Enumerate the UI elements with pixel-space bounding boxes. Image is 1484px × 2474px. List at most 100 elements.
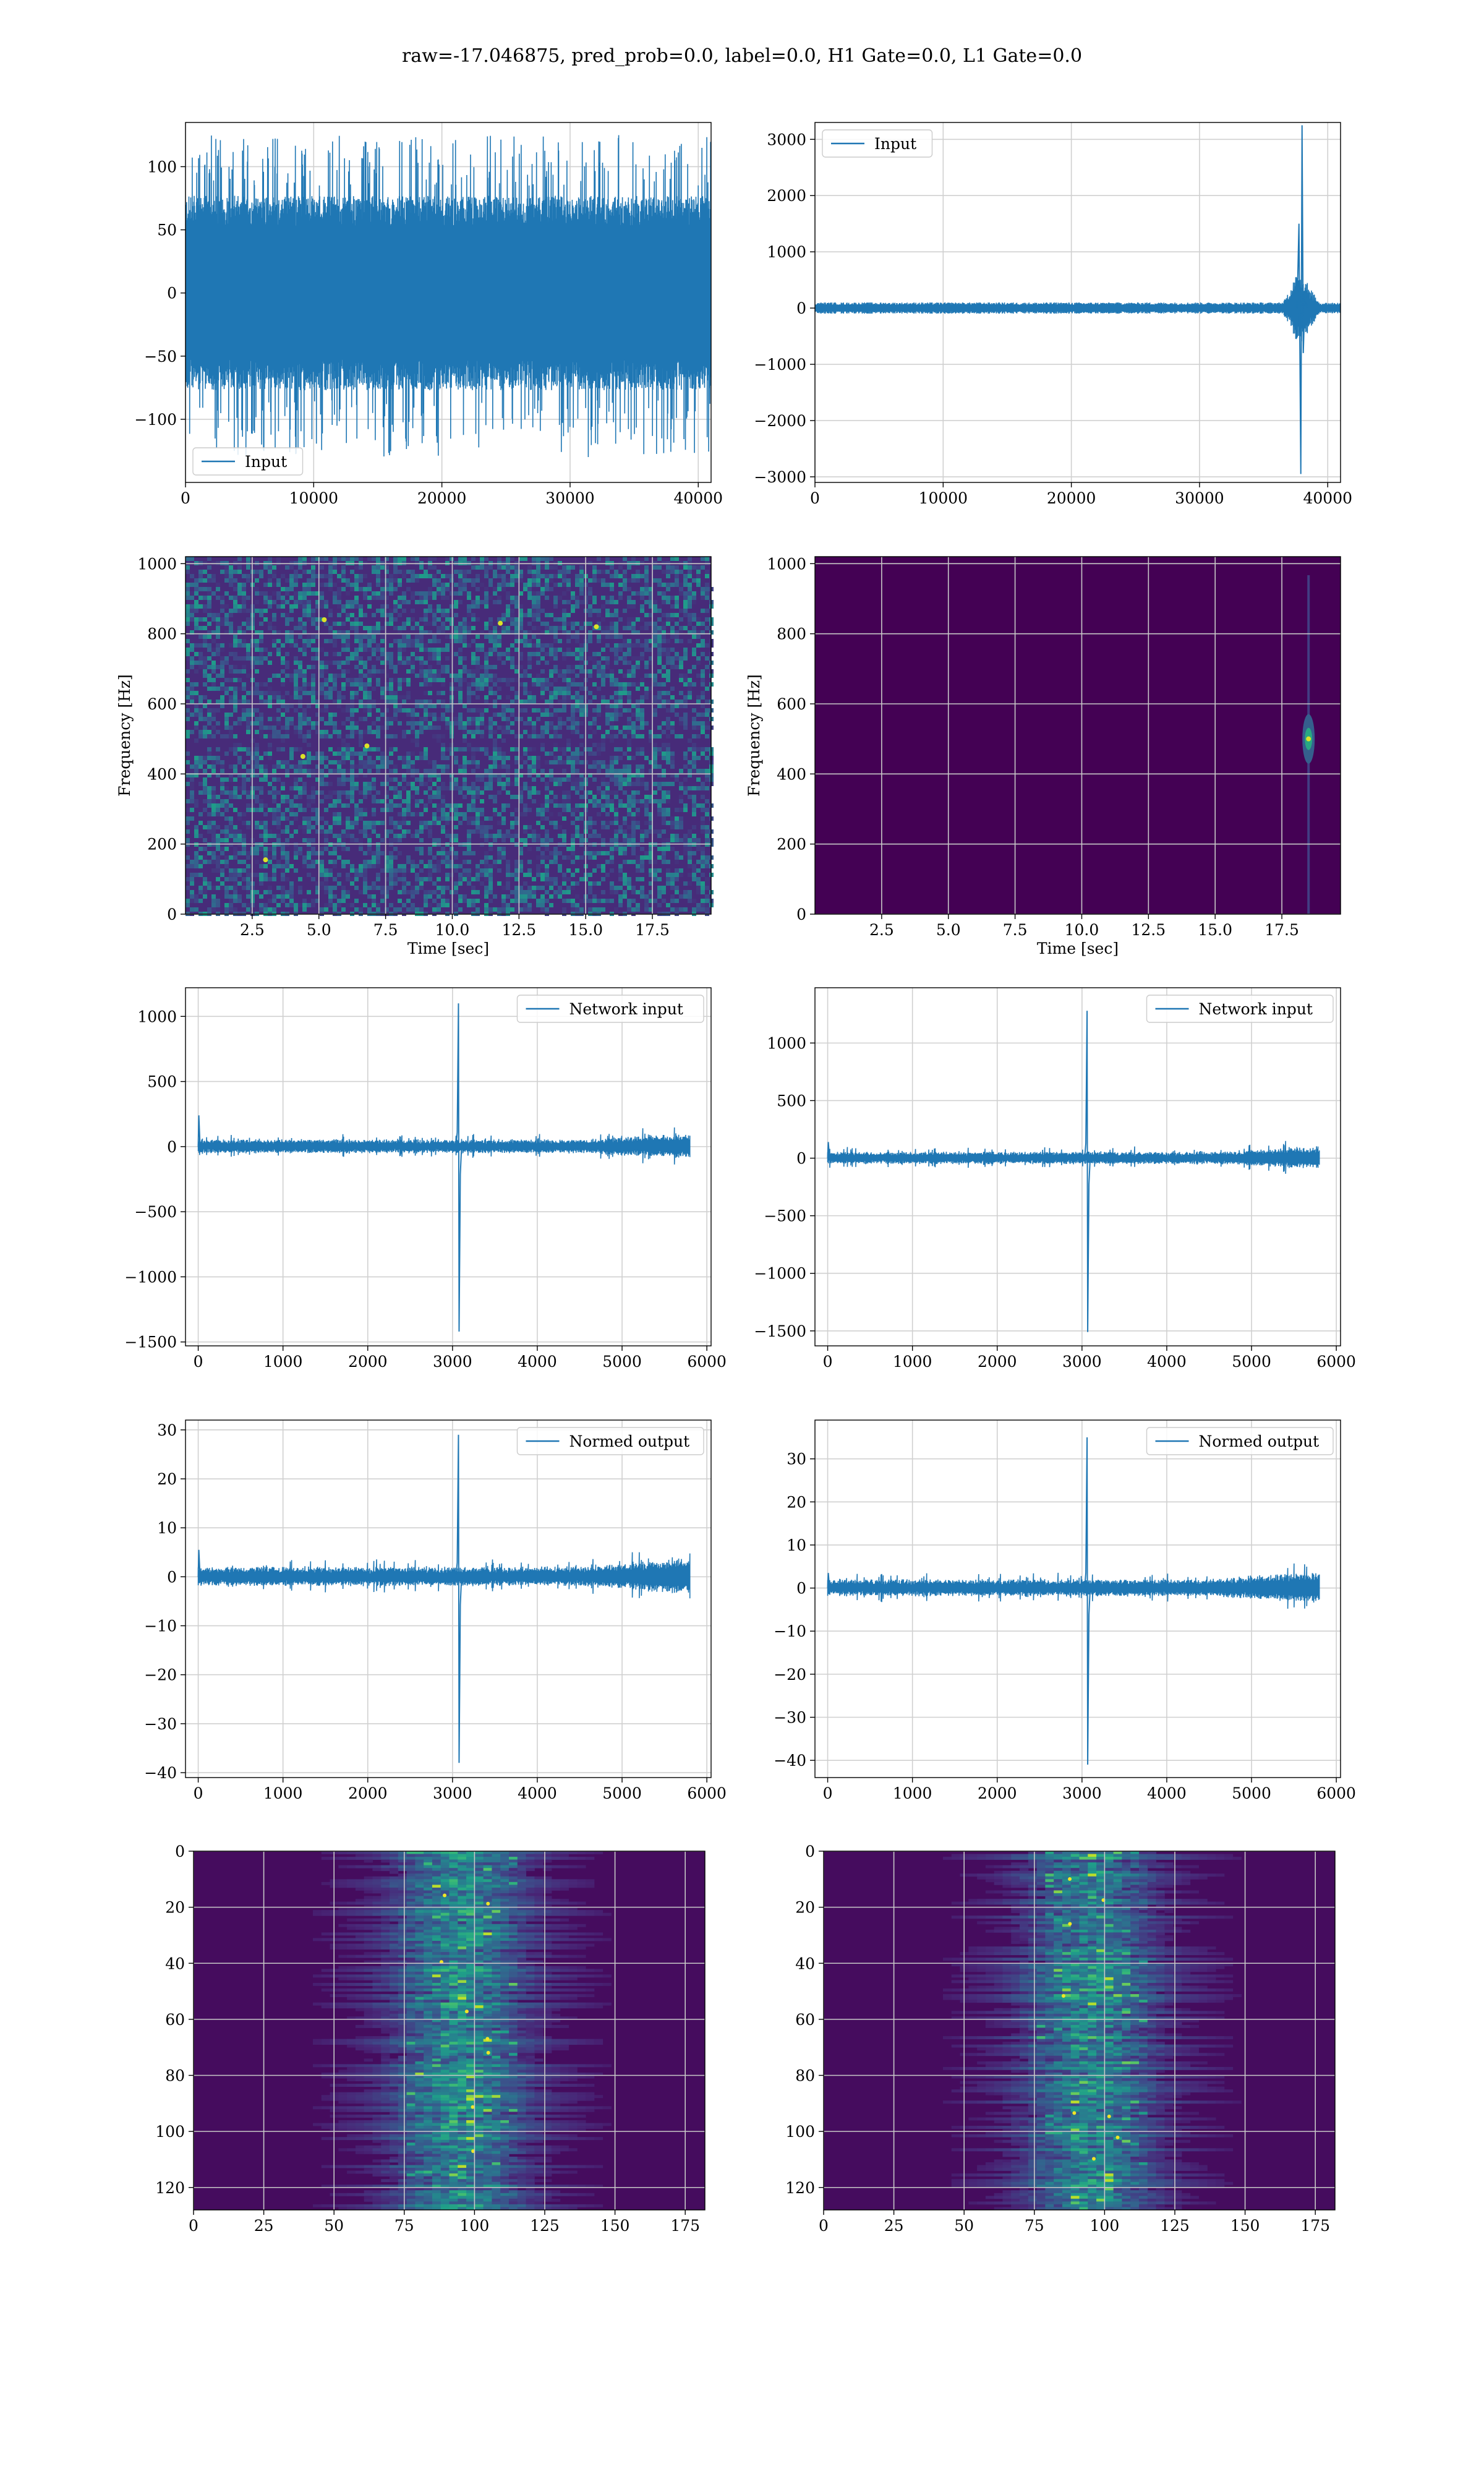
heatmap-cell: [553, 821, 558, 825]
heatmap-cell: [662, 635, 666, 639]
heatmap-cell: [688, 769, 692, 773]
heatmap-cell: [562, 578, 566, 583]
heatmap-cell: [302, 678, 307, 682]
heatmap-cell: [255, 799, 259, 803]
heatmap-cell: [692, 613, 696, 617]
heatmap-cell: [631, 626, 636, 630]
heatmap-cell: [527, 578, 532, 583]
heatmap-cell: [337, 812, 341, 816]
heatmap-cell: [662, 751, 666, 756]
heatmap-cell: [294, 626, 298, 630]
heatmap-cell: [545, 713, 549, 717]
heatmap-cell: [333, 812, 337, 816]
heatmap-cell: [376, 747, 380, 751]
heatmap-cell: [359, 730, 363, 734]
heatmap-cell: [324, 691, 328, 695]
heatmap-cell: [216, 587, 220, 591]
heatmap-cell: [432, 790, 437, 795]
heatmap-cell: [402, 864, 406, 868]
heatmap-cell: [337, 821, 341, 825]
heatmap-cell: [631, 816, 636, 821]
heatmap-cell: [463, 669, 467, 674]
heatmap-cell: [480, 808, 484, 812]
heatmap-cell: [194, 578, 198, 583]
heatmap-cell: [441, 747, 445, 751]
axes-frame: [814, 122, 1341, 483]
heatmap-cell: [571, 635, 575, 639]
heatmap-cell: [597, 760, 601, 764]
heatmap-cell: [363, 860, 367, 864]
heatmap-cell: [190, 687, 194, 691]
heatmap-cell: [186, 829, 190, 834]
heatmap-cell: [259, 881, 263, 886]
heatmap-cell: [536, 868, 540, 873]
heatmap-cell: [307, 829, 311, 834]
heatmap-cell: [363, 808, 367, 812]
heatmap-cell: [268, 652, 272, 656]
heatmap-cell: [575, 600, 579, 604]
heatmap-cell: [333, 700, 337, 704]
heatmap-cell: [683, 756, 688, 760]
heatmap-cell: [255, 687, 259, 691]
heatmap-cell: [631, 630, 636, 635]
heatmap-cell: [540, 708, 545, 713]
heatmap-cell: [623, 643, 627, 648]
heatmap-cell: [488, 678, 493, 682]
heatmap-cell: [272, 812, 276, 816]
heatmap-cell: [701, 643, 705, 648]
heatmap-cell: [636, 704, 640, 708]
heatmap-cell: [242, 764, 246, 769]
heatmap-cell: [350, 877, 354, 881]
heatmap-cell: [432, 596, 437, 600]
legend: Input: [192, 447, 304, 476]
heatmap-cell: [519, 700, 523, 704]
heatmap-cell: [618, 773, 623, 777]
heatmap-cell: [424, 808, 428, 812]
heatmap-cell: [302, 790, 307, 795]
heatmap-cell: [623, 821, 627, 825]
heatmap-cell: [337, 622, 341, 626]
heatmap-cell: [255, 661, 259, 665]
heatmap-cell: [579, 591, 584, 596]
heatmap-cell: [415, 557, 419, 561]
heatmap-cell: [432, 838, 437, 842]
heatmap-cell: [341, 782, 346, 786]
heatmap-cell: [419, 868, 424, 873]
heatmap-cell: [302, 648, 307, 652]
heatmap-cell: [605, 643, 610, 648]
heatmap-cell: [207, 799, 211, 803]
heatmap-cell: [211, 812, 216, 816]
heatmap-cell: [372, 591, 376, 596]
heatmap-cell: [488, 665, 493, 669]
heatmap-cell: [623, 881, 627, 886]
heatmap-cell: [211, 838, 216, 842]
heatmap-cell: [588, 561, 592, 565]
heatmap-cell: [666, 565, 670, 570]
heatmap-cell: [484, 838, 488, 842]
heatmap-cell: [683, 626, 688, 630]
heatmap-cell: [571, 773, 575, 777]
heatmap-cell: [506, 570, 510, 574]
heatmap-cell: [190, 786, 194, 790]
heatmap-cell: [458, 630, 463, 635]
heatmap-cell: [562, 790, 566, 795]
heatmap-cell: [636, 591, 640, 596]
heatmap-cell: [454, 886, 458, 890]
heatmap-cell: [186, 656, 190, 661]
heatmap-cell: [575, 786, 579, 790]
heatmap-cell: [428, 630, 432, 635]
heatmap-cell: [501, 726, 506, 730]
heatmap-cell: [450, 747, 454, 751]
heatmap-cell: [618, 656, 623, 661]
heatmap-cell: [445, 583, 450, 587]
heatmap-cell: [424, 617, 428, 622]
heatmap-cell: [618, 596, 623, 600]
heatmap-cell: [415, 578, 419, 583]
heatmap-cell: [501, 626, 506, 630]
heatmap-cell: [458, 717, 463, 721]
heatmap-cell: [536, 821, 540, 825]
heatmap-cell: [272, 600, 276, 604]
heatmap-cell: [367, 825, 372, 829]
heatmap-cell: [601, 743, 605, 747]
